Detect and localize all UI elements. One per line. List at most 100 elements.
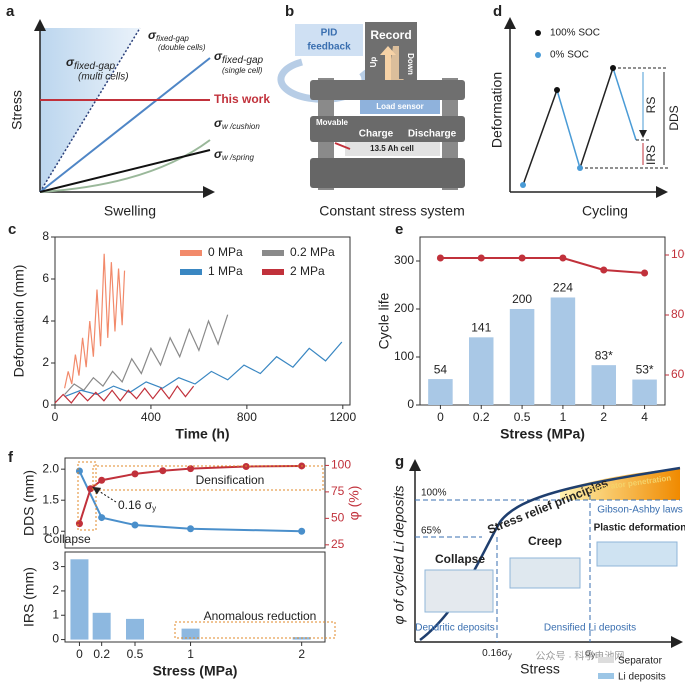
series-line (78, 470, 302, 533)
y-label: Cycle life (376, 292, 392, 349)
data-point (641, 269, 649, 277)
y-label: Deformation (489, 72, 505, 148)
annotation: 0.16 σy (118, 498, 156, 513)
y-label: Stress (9, 90, 25, 130)
legend-text: Li deposits (618, 672, 666, 683)
bar (70, 559, 89, 640)
level-label: 100% (421, 488, 447, 499)
dds-text: DDS (667, 105, 681, 130)
tick-main: 0.16σ (482, 648, 508, 659)
y-tick-label: 2 (42, 355, 49, 369)
value-label: 200 (512, 292, 532, 306)
annotation-arrow (92, 486, 117, 503)
curve-label: σfixed-gap (148, 28, 189, 43)
y-label: φ of cycled Li deposits (391, 485, 407, 624)
up-text: Up (369, 57, 378, 68)
y2-tick-label: 100 (671, 247, 685, 261)
discharge-line (612, 67, 637, 141)
y-tick-label: 1.0 (42, 523, 59, 537)
penetration-region (560, 468, 680, 500)
x-tick-label: 0.2 (473, 410, 490, 424)
data-point (436, 254, 444, 262)
legend-swatch (598, 657, 614, 663)
cell-text: 13.5 Ah cell (370, 144, 414, 153)
symbol: σ (214, 49, 223, 63)
x-tick-label: 2 (600, 410, 607, 424)
panel-letter: a (6, 3, 15, 20)
x-tick-label: 4 (641, 410, 648, 424)
x-tick-label: 0.2 (93, 647, 110, 661)
subscript: fixed-gap (156, 34, 189, 43)
soc-point (520, 182, 526, 188)
x-tick-label: 1 (560, 410, 567, 424)
spring-line (39, 149, 211, 193)
legend-text: 2 MPa (290, 264, 325, 278)
panel-letter: e (395, 221, 403, 238)
y-tick-label: 1 (52, 607, 59, 621)
data-point (187, 465, 195, 473)
wire (334, 142, 351, 150)
x-tick-label: 0.16σy (482, 648, 512, 660)
panel-g: g φ of cycled Li deposits 100% 65% Stres… (391, 453, 685, 683)
annotation: Collapse (44, 532, 91, 546)
plastic-label: Plastic deformation (594, 523, 685, 534)
y-tick-label: 200 (394, 301, 414, 315)
y-label: DDS (mm) (21, 470, 37, 536)
y2-tick-label: 25 (331, 537, 345, 551)
data-point (131, 521, 139, 529)
x-label: Time (h) (175, 426, 229, 442)
y-tick-label: 1.5 (42, 492, 59, 506)
y2-tick-label: 80 (671, 307, 685, 321)
data-point (187, 525, 195, 533)
subscript: fixed-gap (222, 55, 264, 66)
annotation-box (92, 465, 324, 491)
data-point (159, 467, 167, 475)
data-point (131, 470, 139, 478)
bar (632, 379, 657, 405)
y2-tick-label: 100 (331, 458, 351, 472)
bar (181, 628, 200, 640)
x-tick-label: 0.5 (127, 647, 144, 661)
bar (126, 618, 144, 640)
plot-frame (64, 457, 326, 549)
y2-tick-label: 75 (331, 484, 345, 498)
y-label: Deformation (mm) (11, 265, 27, 378)
legend-swatch (180, 250, 202, 256)
symbol: σ (214, 116, 223, 130)
series-line (64, 253, 126, 389)
curve-label: σfixed-gap (66, 55, 116, 71)
curve-note: (double cells) (158, 43, 206, 52)
legend-swatch (262, 269, 284, 275)
y-tick-label: 2 (52, 583, 59, 597)
y-tick-label: 2.0 (42, 461, 59, 475)
legend-swatch (598, 673, 614, 679)
y-label: IRS (mm) (21, 567, 37, 627)
irs-text: IRS (644, 145, 658, 165)
y-tick-label: 6 (42, 271, 49, 285)
y-tick-label: 3 (52, 559, 59, 573)
creep-label: Creep (528, 534, 562, 548)
rs-text: RS (644, 97, 658, 114)
panel-letter: d (493, 3, 502, 20)
cell (345, 142, 440, 156)
legend-dot (535, 30, 541, 36)
x-label: Swelling (104, 203, 156, 219)
x-tick-label: 400 (141, 410, 161, 424)
curve-label: σfixed-gap (214, 49, 264, 65)
annotation-box (77, 461, 97, 531)
series-line (64, 341, 343, 398)
subscript: w /spring (222, 153, 255, 162)
series-line (64, 314, 229, 395)
x-tick-label: 800 (237, 410, 257, 424)
charge-line (522, 89, 558, 186)
plot-frame (419, 236, 666, 406)
y2-tick-label: 60 (671, 367, 685, 381)
symbol: σ (214, 147, 223, 161)
data-point (98, 514, 106, 522)
load-sensor (360, 100, 440, 114)
soc-point (554, 87, 560, 93)
value-label: 53* (636, 363, 654, 377)
region-label: Dendritic deposits (415, 623, 494, 634)
data-point (600, 266, 608, 274)
